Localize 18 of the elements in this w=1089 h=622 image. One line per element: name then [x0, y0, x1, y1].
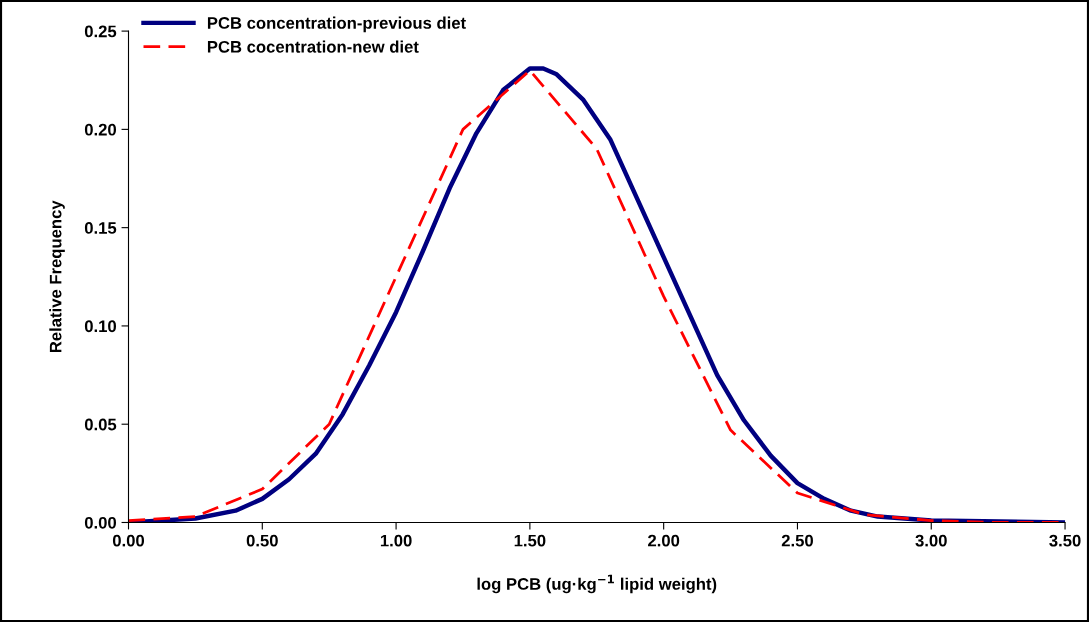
- x-axis-title: log PCB (ug·kg$^{−1}$ lipid weight): [477, 574, 717, 594]
- y-tick-label: 0.20: [84, 123, 117, 136]
- y-axis-title: Relative Frequency: [49, 200, 65, 353]
- legend-label: PCB cocentration-new diet: [207, 40, 419, 53]
- x-tick-label: 1.00: [380, 534, 412, 547]
- y-tick-label: 0.15: [84, 222, 117, 234]
- x-tick-label: 1.50: [514, 534, 546, 547]
- x-tick-label: 3.00: [915, 534, 947, 547]
- y-tick-label: 0.10: [84, 320, 117, 333]
- x-tick-label: 0.00: [112, 534, 145, 547]
- legend-label: PCB concentration-previous diet: [207, 16, 466, 33]
- x-tick-label: 2.00: [648, 534, 680, 547]
- x-tick-label: 2.50: [781, 534, 813, 547]
- x-tick-label: 3.50: [1049, 534, 1081, 547]
- y-tick-label: 0.25: [84, 25, 117, 38]
- y-tick-label: 0.00: [84, 516, 117, 529]
- x-tick-label: 0.50: [246, 534, 278, 547]
- y-tick-label: 0.05: [84, 418, 117, 431]
